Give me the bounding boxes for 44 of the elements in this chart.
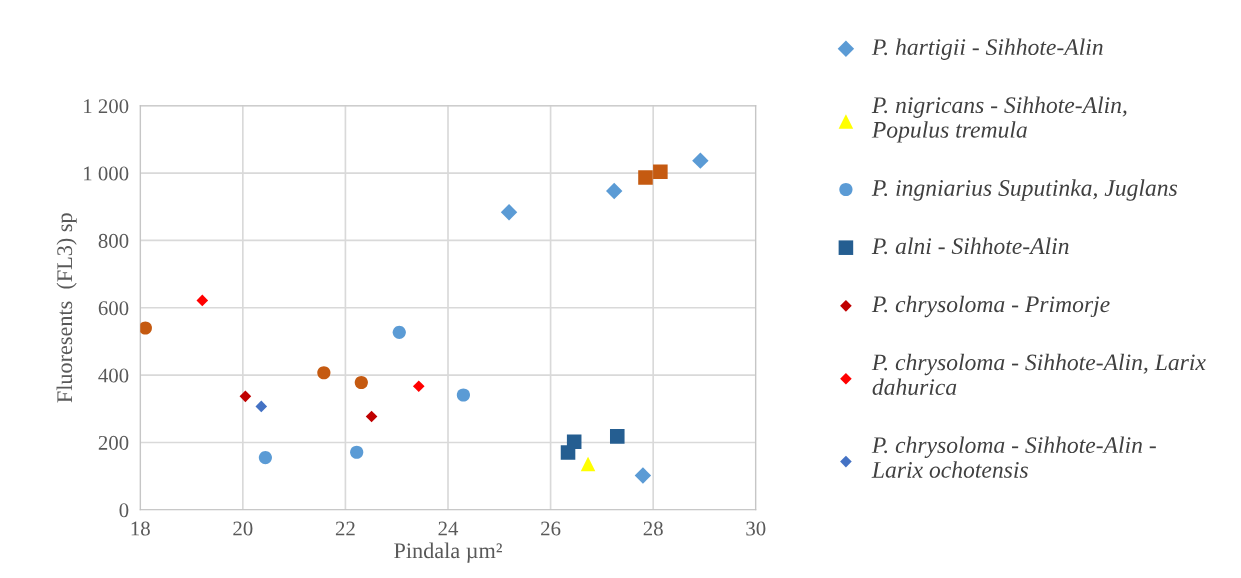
point bbox=[634, 467, 652, 484]
y-tick-label: 0 bbox=[119, 503, 129, 518]
legend-label: P. hartigii - Sihhote-Alin bbox=[871, 38, 1103, 60]
legend-label: P. chrysoloma - Sihhote-Alin, Larix dahurica bbox=[871, 353, 1206, 396]
y-tick-label: 1 200 bbox=[84, 99, 129, 114]
point bbox=[456, 388, 470, 402]
y-tick-label: 600 bbox=[98, 301, 129, 316]
x-tick-label: 26 bbox=[541, 521, 561, 536]
y-axis-title: Fluoresents (FL3) sp bbox=[56, 213, 77, 403]
y-tick-label: 800 bbox=[98, 233, 129, 248]
point bbox=[365, 410, 378, 423]
legend-label: P. nigricans - Sihhote-Alin, Populus tremula bbox=[871, 96, 1127, 143]
point bbox=[196, 294, 209, 307]
x-tick-label: 28 bbox=[643, 521, 663, 536]
point bbox=[653, 164, 668, 180]
point bbox=[609, 429, 625, 444]
point bbox=[500, 203, 518, 221]
point bbox=[317, 366, 331, 380]
point bbox=[140, 321, 152, 335]
x-tick-label: 30 bbox=[746, 521, 766, 536]
point bbox=[258, 451, 272, 465]
point bbox=[412, 380, 425, 393]
point bbox=[392, 325, 406, 339]
y-tick-label: 1 000 bbox=[84, 166, 129, 181]
x-axis-title: Pindala µm² bbox=[394, 542, 502, 563]
legend-label: P. chrysoloma - Primorje bbox=[871, 295, 1110, 318]
point bbox=[255, 400, 268, 413]
x-tick-label: 24 bbox=[438, 521, 459, 536]
legend-label: P. ingniarius Suputinka, Juglans bbox=[871, 179, 1178, 201]
point bbox=[239, 390, 252, 403]
point bbox=[354, 375, 368, 390]
legend-label: P. alni - Sihhote-Alin bbox=[871, 237, 1069, 255]
x-tick-label: 20 bbox=[233, 521, 253, 536]
point bbox=[605, 182, 623, 200]
x-tick-label: 18 bbox=[131, 521, 150, 536]
x-tick-label: 22 bbox=[335, 521, 355, 536]
point bbox=[580, 456, 596, 472]
point bbox=[638, 170, 653, 185]
y-tick-label: 200 bbox=[98, 435, 129, 450]
point bbox=[692, 152, 709, 169]
point bbox=[566, 434, 582, 450]
point bbox=[350, 445, 364, 459]
legend-label: P. chrysoloma - Sihhote-Alin - Larix ochotensis bbox=[871, 436, 1156, 478]
y-tick-label: 400 bbox=[98, 368, 129, 383]
